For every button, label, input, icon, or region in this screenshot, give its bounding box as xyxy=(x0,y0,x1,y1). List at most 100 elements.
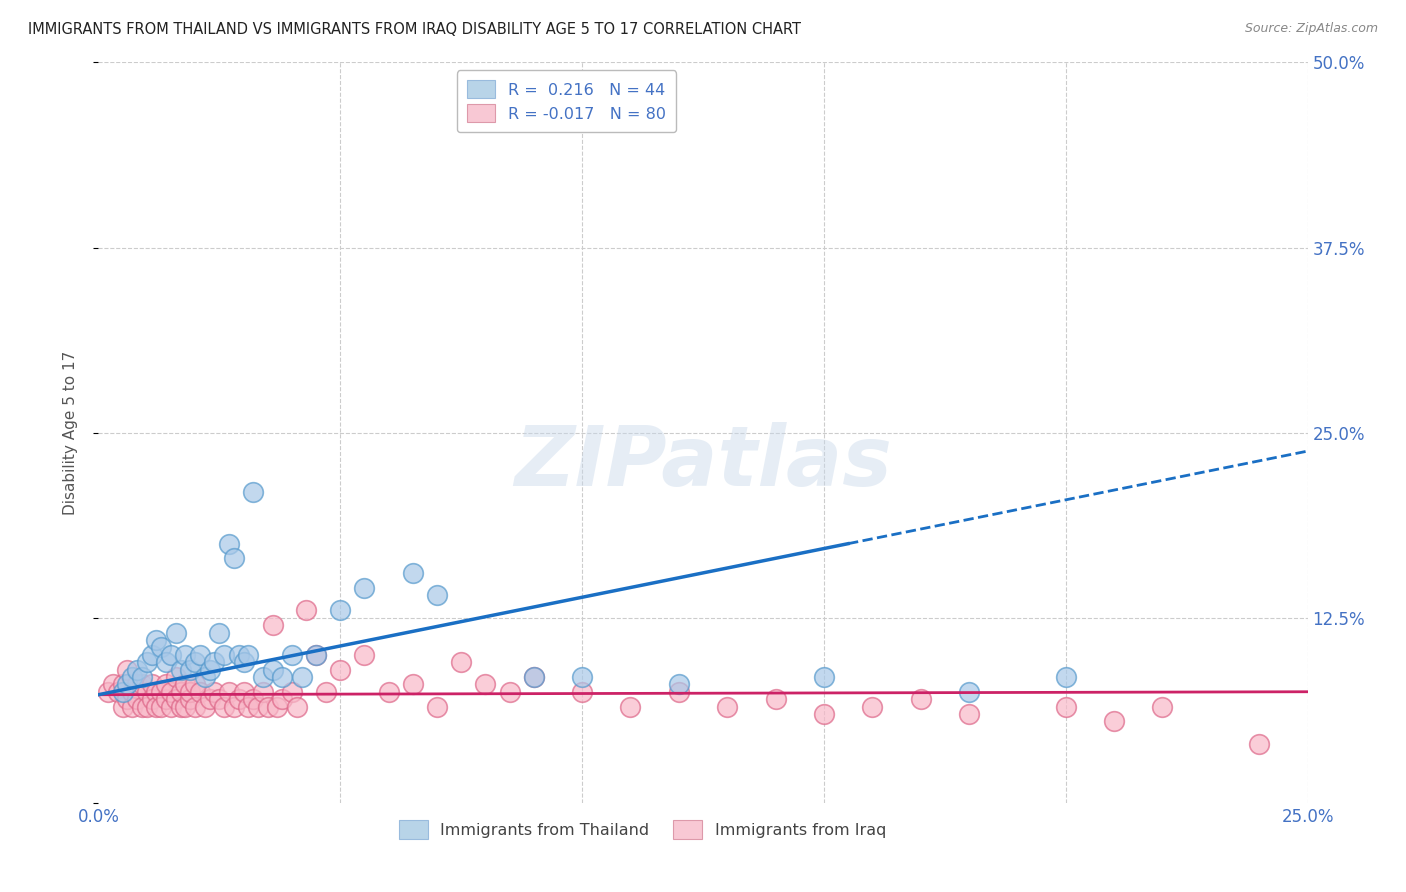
Point xyxy=(141,692,163,706)
Point xyxy=(262,663,284,677)
Point xyxy=(571,685,593,699)
Point xyxy=(111,677,134,691)
Point xyxy=(232,655,254,669)
Point xyxy=(117,677,139,691)
Point xyxy=(127,663,149,677)
Point xyxy=(117,692,139,706)
Point xyxy=(188,685,211,699)
Point xyxy=(198,692,221,706)
Point xyxy=(957,685,980,699)
Point xyxy=(131,699,153,714)
Point xyxy=(218,685,240,699)
Point xyxy=(188,648,211,662)
Point xyxy=(131,677,153,691)
Point xyxy=(1249,737,1271,751)
Point xyxy=(228,692,250,706)
Point xyxy=(765,692,787,706)
Point xyxy=(329,663,352,677)
Point xyxy=(179,692,201,706)
Point xyxy=(131,670,153,684)
Point xyxy=(150,685,173,699)
Point xyxy=(145,632,167,647)
Point xyxy=(208,692,231,706)
Point xyxy=(1054,699,1077,714)
Point xyxy=(117,663,139,677)
Point xyxy=(212,699,235,714)
Text: Source: ZipAtlas.com: Source: ZipAtlas.com xyxy=(1244,22,1378,36)
Point xyxy=(169,685,191,699)
Point xyxy=(194,670,217,684)
Point xyxy=(218,536,240,550)
Point xyxy=(204,655,226,669)
Point xyxy=(155,655,177,669)
Point xyxy=(145,685,167,699)
Point xyxy=(141,677,163,691)
Point xyxy=(242,484,264,499)
Point xyxy=(179,663,201,677)
Point xyxy=(402,566,425,581)
Point xyxy=(305,648,328,662)
Point xyxy=(281,648,304,662)
Point xyxy=(194,699,217,714)
Text: ZIPatlas: ZIPatlas xyxy=(515,422,891,503)
Point xyxy=(127,692,149,706)
Text: IMMIGRANTS FROM THAILAND VS IMMIGRANTS FROM IRAQ DISABILITY AGE 5 TO 17 CORRELAT: IMMIGRANTS FROM THAILAND VS IMMIGRANTS F… xyxy=(28,22,801,37)
Point xyxy=(127,677,149,691)
Point xyxy=(208,625,231,640)
Point xyxy=(150,699,173,714)
Point xyxy=(111,699,134,714)
Point xyxy=(160,699,183,714)
Point xyxy=(97,685,120,699)
Point xyxy=(174,699,197,714)
Point xyxy=(212,648,235,662)
Legend: Immigrants from Thailand, Immigrants from Iraq: Immigrants from Thailand, Immigrants fro… xyxy=(391,813,894,847)
Point xyxy=(353,581,375,595)
Point xyxy=(305,648,328,662)
Point xyxy=(111,685,134,699)
Point xyxy=(238,648,260,662)
Point xyxy=(165,692,187,706)
Point xyxy=(1152,699,1174,714)
Point xyxy=(160,648,183,662)
Point xyxy=(135,655,157,669)
Point xyxy=(252,670,274,684)
Point xyxy=(121,699,143,714)
Point xyxy=(184,655,207,669)
Point xyxy=(107,685,129,699)
Point xyxy=(101,677,124,691)
Point xyxy=(290,670,312,684)
Point xyxy=(813,706,835,721)
Point xyxy=(716,699,738,714)
Point xyxy=(474,677,496,691)
Point xyxy=(377,685,399,699)
Point xyxy=(242,692,264,706)
Point xyxy=(262,618,284,632)
Point xyxy=(141,648,163,662)
Point xyxy=(498,685,520,699)
Point xyxy=(295,603,318,617)
Point xyxy=(121,670,143,684)
Point xyxy=(155,692,177,706)
Point xyxy=(426,589,449,603)
Point xyxy=(450,655,472,669)
Point xyxy=(619,699,641,714)
Point xyxy=(353,648,375,662)
Point xyxy=(174,677,197,691)
Point xyxy=(329,603,352,617)
Point xyxy=(957,706,980,721)
Point xyxy=(184,677,207,691)
Point xyxy=(222,699,245,714)
Point xyxy=(165,625,187,640)
Point xyxy=(523,670,546,684)
Point xyxy=(285,699,308,714)
Point xyxy=(813,670,835,684)
Point xyxy=(1054,670,1077,684)
Point xyxy=(860,699,883,714)
Point xyxy=(155,677,177,691)
Point xyxy=(668,685,690,699)
Point xyxy=(121,685,143,699)
Point xyxy=(145,699,167,714)
Point xyxy=(165,670,187,684)
Point xyxy=(135,685,157,699)
Point xyxy=(256,699,278,714)
